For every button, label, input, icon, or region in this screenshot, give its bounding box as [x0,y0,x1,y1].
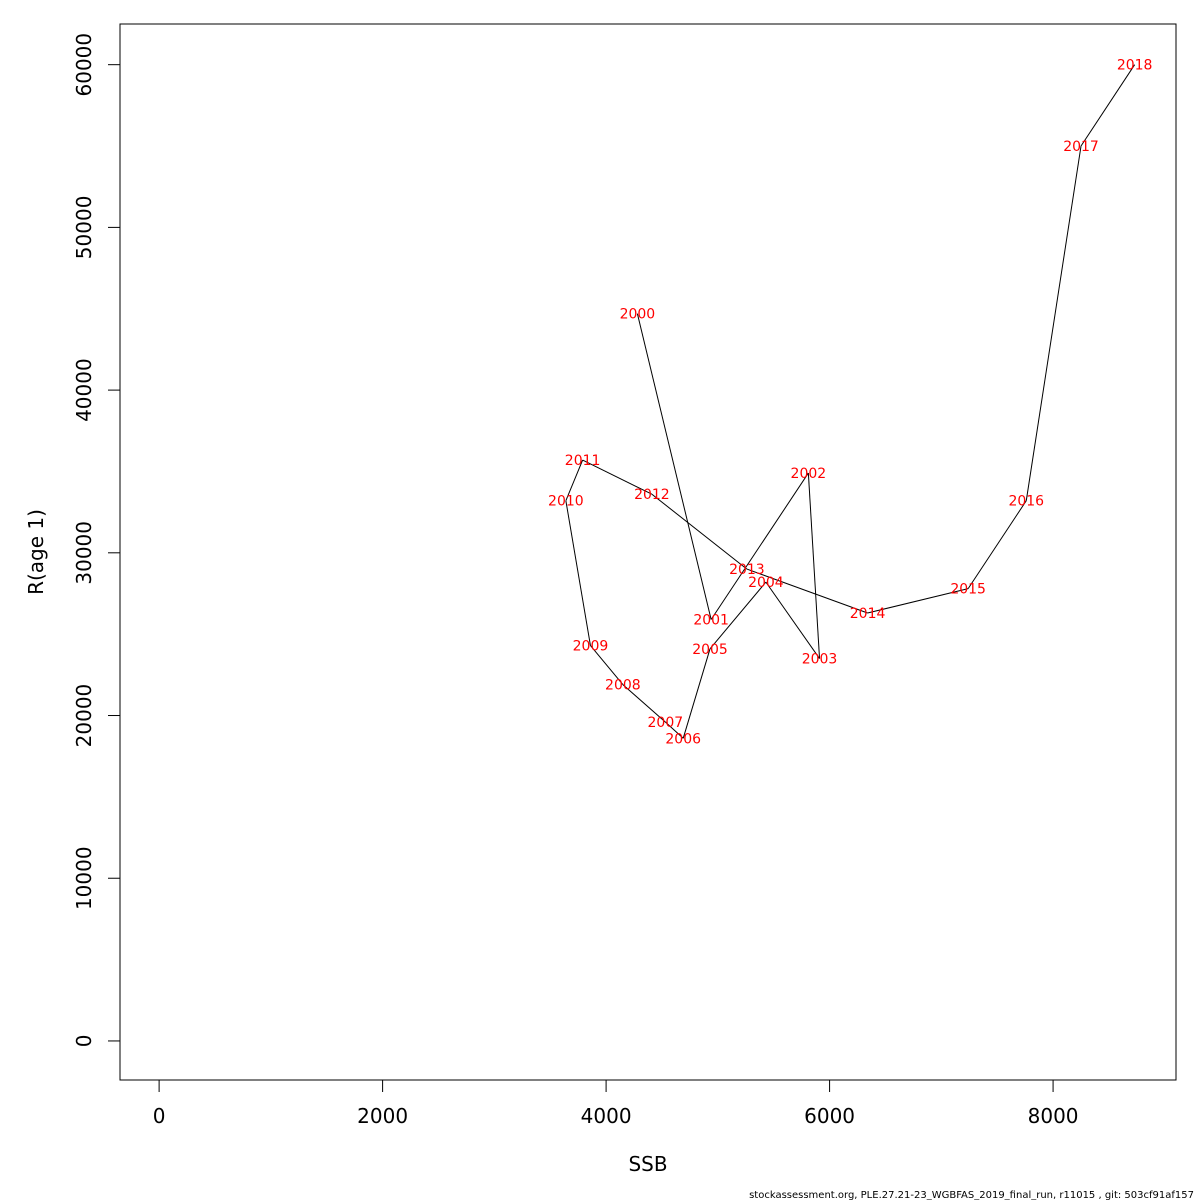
x-tick-label: 8000 [1028,1104,1079,1128]
x-axis-title: SSB [628,1152,667,1176]
point-label-2001: 2001 [693,613,729,629]
x-tick-label: 0 [153,1104,166,1128]
series-segment-2014-2015 [867,588,969,614]
series-segment-2002-2003 [807,473,821,659]
series-segment-2008-2009 [590,645,624,685]
series-path [565,64,1136,739]
x-tick-label: 4000 [581,1104,632,1128]
y-tick-label: 50000 [72,196,96,260]
point-label-2005: 2005 [692,642,728,658]
x-tick-label: 2000 [357,1104,408,1128]
y-tick-label: 10000 [72,846,96,910]
series-segment-2001-2002 [710,472,809,620]
point-label-2010: 2010 [548,494,584,510]
series-segment-2010-2011 [565,459,584,501]
y-tick-label: 60000 [72,33,96,97]
series-segment-2005-2006 [682,648,711,739]
y-tick-label: 40000 [72,358,96,422]
series-segment-2004-2005 [709,581,767,650]
y-tick-label: 0 [72,1035,96,1048]
y-tick-label: 20000 [72,684,96,748]
x-axis: 0 2000 4000 6000 8000 [153,1079,1079,1128]
point-label-2002: 2002 [791,466,827,482]
footer-credit: stockassessment.org, PLE.27.21-23_WGBFAS… [749,1190,1194,1200]
series-segment-2013-2014 [746,568,868,614]
point-label-2000: 2000 [620,307,656,323]
point-label-2007: 2007 [648,715,684,731]
point-label-2017: 2017 [1063,139,1099,155]
series-segment-2015-2016 [967,500,1027,589]
series-segment-2011-2012 [582,459,653,495]
point-label-2014: 2014 [850,606,886,622]
series-segment-2012-2013 [651,493,748,570]
point-label-2011: 2011 [565,453,601,469]
series-segment-2017-2018 [1080,64,1136,147]
point-label-2003: 2003 [802,652,838,668]
point-label-2008: 2008 [605,678,641,694]
y-axis-title: R(age 1) [24,509,48,595]
series-segment-2000-2001 [636,313,712,620]
series-segment-2007-2008 [622,684,666,723]
x-tick-label: 6000 [804,1104,855,1128]
series-segment-2006-2007 [664,721,684,739]
point-label-2015: 2015 [950,582,986,598]
point-label-2012: 2012 [634,487,670,503]
point-label-2009: 2009 [573,639,609,655]
point-label-2006: 2006 [665,731,701,747]
point-label-2016: 2016 [1008,494,1044,510]
point-label-2004: 2004 [748,575,784,591]
point-label-2018: 2018 [1117,58,1153,74]
y-axis: 0 10000 20000 30000 40000 50000 60000 [72,33,121,1048]
series-segment-2009-2010 [565,500,591,646]
series-segment-2016-2017 [1025,145,1082,501]
series-segment-2003-2004 [765,581,820,659]
point-label-2013: 2013 [729,562,765,578]
y-tick-label: 30000 [72,521,96,585]
